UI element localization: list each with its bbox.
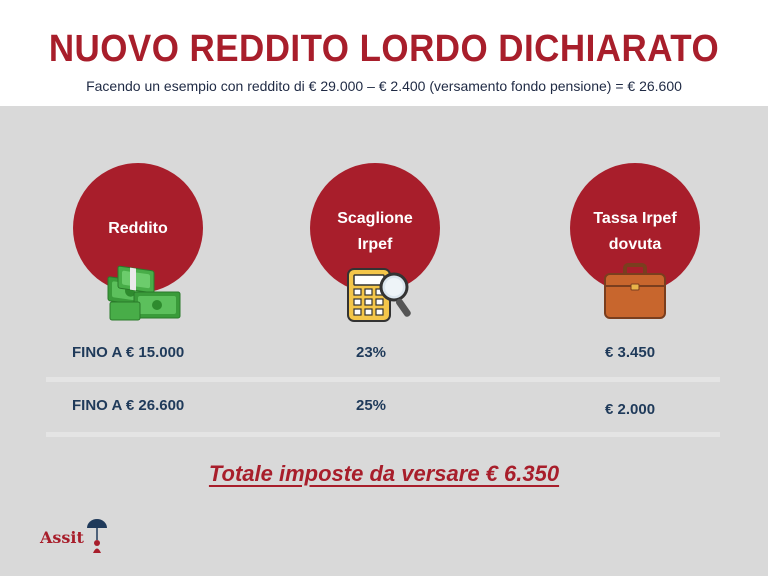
row1-tassa: € 3.450 — [605, 344, 656, 361]
row1-scaglione: 23% — [356, 344, 387, 361]
header-band: NUOVO REDDITO LORDO DICHIARATO Facendo u… — [0, 0, 768, 106]
page-title: NUOVO REDDITO LORDO DICHIARATO — [48, 28, 720, 70]
assit-logo: Assit — [40, 518, 120, 558]
row2-tassa: € 2.000 — [605, 401, 656, 418]
tassa-label: Tassa Irpef dovuta — [593, 210, 677, 253]
total-taxes: Totale imposte da versare € 6.350 — [208, 461, 560, 486]
tassa-circle — [570, 163, 700, 293]
money-stack-icon — [107, 265, 181, 321]
scaglione-label: Scaglione Irpef — [337, 210, 413, 253]
umbrella-person-icon — [87, 519, 107, 553]
row2-reddito: FINO A € 26.600 — [72, 397, 185, 414]
reddito-label: Reddito — [108, 220, 168, 237]
briefcase-icon — [604, 263, 666, 319]
logo-text: Assit — [40, 528, 84, 547]
calculator-magnifier-icon — [347, 268, 411, 322]
row-divider-2 — [46, 432, 720, 437]
row1-reddito: FINO A € 15.000 — [72, 344, 185, 361]
row2-scaglione: 25% — [356, 397, 387, 414]
row-divider-1 — [46, 377, 720, 382]
page-subtitle: Facendo un esempio con reddito di € 29.0… — [86, 78, 682, 94]
